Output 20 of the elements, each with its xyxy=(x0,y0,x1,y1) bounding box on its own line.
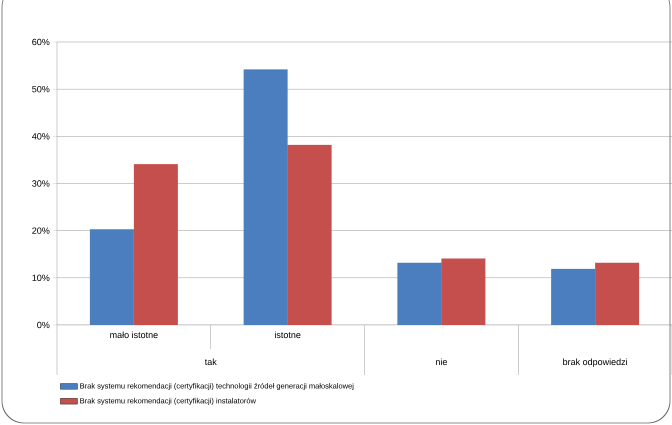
text: tak xyxy=(204,358,217,366)
bar xyxy=(90,229,134,325)
y-tick-label: 40% xyxy=(32,133,50,140)
y-tick-label: 50% xyxy=(32,86,50,92)
y-tick-label: 0% xyxy=(37,322,50,328)
bar xyxy=(441,258,486,325)
x-tick-label: brak odpowiedzi xyxy=(563,358,628,367)
x-tick-label: mało istotne xyxy=(110,331,158,338)
x-tick-label: nie xyxy=(436,358,447,366)
bar xyxy=(134,164,178,325)
y-tick-label: 10% xyxy=(32,274,50,282)
y-tick-label: 20% xyxy=(32,227,50,234)
bar xyxy=(397,262,442,325)
bar xyxy=(288,144,332,325)
bar xyxy=(595,262,640,325)
x-tick-label: istotne xyxy=(274,331,300,338)
bar xyxy=(551,268,596,325)
y-tick-label: 30% xyxy=(32,180,50,187)
bar xyxy=(244,69,288,325)
y-tick-label: 60% xyxy=(32,38,50,46)
